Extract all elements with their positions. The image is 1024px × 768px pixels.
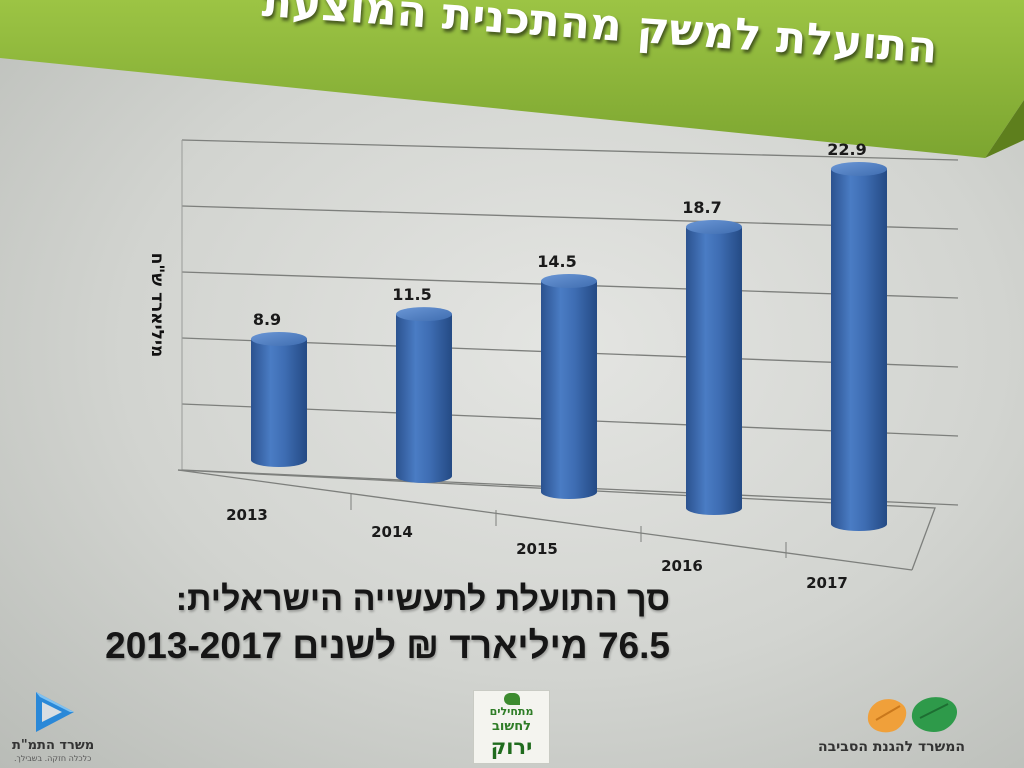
- x-tick-label: 2013: [226, 506, 268, 524]
- summary-total: 76.5 מיליארד ₪ לשנים 2013-2017: [105, 625, 670, 666]
- floor-front-edge: [177, 469, 913, 571]
- x-tick-label: 2016: [661, 557, 703, 575]
- bar-2015: [541, 273, 597, 499]
- bar-body: [541, 280, 597, 499]
- chart-bars: [251, 161, 887, 531]
- ministry-economy-tagline: כלכלה חזקה. בשבילך.: [14, 754, 92, 763]
- title-band: [0, 0, 1024, 158]
- bar-2017: [831, 161, 887, 531]
- y-axis-label: מיליארד ש"ח: [147, 253, 167, 358]
- bar-cap: [686, 219, 742, 234]
- bar-body: [251, 338, 307, 467]
- bar-body: [686, 226, 742, 516]
- gridline: [181, 139, 959, 161]
- x-tick-label: 2014: [371, 523, 413, 541]
- bar-cap: [396, 307, 452, 322]
- x-tick-label: 2015: [516, 540, 558, 558]
- data-label: 11.5: [392, 285, 431, 304]
- x-tick-label: 2017: [806, 574, 848, 592]
- gridline: [181, 205, 959, 230]
- green-thinking-word2: לחשוב: [491, 719, 532, 734]
- bar-body: [396, 314, 452, 483]
- seedling-icon: [504, 693, 520, 705]
- summary-heading: סך התועלת לתעשייה הישראלית:: [175, 580, 670, 618]
- data-label: 18.7: [682, 198, 721, 217]
- ministry-environment-name: המשרד להגנת הסביבה: [818, 739, 965, 755]
- chart-x-ticks: 2013 2014 2015 2016 2017: [226, 506, 848, 592]
- ministry-economy-logo-icon: [36, 692, 74, 732]
- bar-cap: [541, 273, 597, 288]
- data-label: 8.9: [253, 310, 281, 329]
- data-label: 14.5: [537, 252, 576, 271]
- green-thinking-word1: מתחילים: [489, 705, 534, 718]
- bar-2016: [686, 219, 742, 516]
- bar-2014: [396, 307, 452, 483]
- ministry-economy-name: משרד התמ"ת: [12, 738, 95, 753]
- bar-cap: [251, 331, 307, 346]
- bar-cap: [831, 161, 887, 176]
- green-thinking-word3: ירוק: [490, 735, 533, 759]
- chart-data-labels: 8.9 11.5 14.5 18.7 22.9: [253, 140, 867, 329]
- bar-body: [831, 168, 887, 531]
- green-thinking-logo: מתחילים לחשוב ירוק: [473, 690, 550, 764]
- data-label: 22.9: [827, 140, 866, 159]
- bar-2013: [251, 331, 307, 467]
- leaves-icon: [867, 697, 958, 733]
